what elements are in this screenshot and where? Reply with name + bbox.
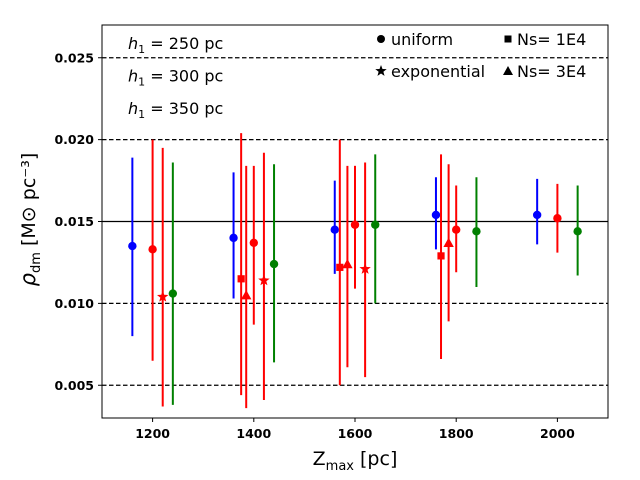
y-tick-label: 0.025 (54, 50, 94, 65)
legend-marker-triangle (503, 66, 513, 75)
data-point (336, 139, 344, 386)
point-marker-circle (371, 220, 380, 229)
data-point (229, 172, 238, 299)
data-point (472, 177, 481, 287)
legend-entry: Ns= 3E4 (503, 62, 586, 81)
data-point (431, 177, 441, 250)
y-axis-label: ρdm [M⊙ pc⁻³] (16, 153, 44, 287)
point-marker-circle (553, 214, 562, 223)
data-point (553, 183, 562, 253)
data-points (128, 133, 582, 409)
y-axis-label-main: ρ (16, 272, 40, 286)
legend-entry: exponential (375, 62, 485, 81)
point-marker-circle (472, 227, 481, 236)
group-label-subscript: 1 (138, 108, 145, 121)
group-label-symbol: h (128, 67, 138, 86)
point-marker-square (437, 252, 445, 260)
group-label-symbol: h (128, 34, 138, 53)
point-marker-square (237, 275, 245, 283)
data-point (452, 185, 461, 273)
x-tick-label: 1600 (338, 426, 373, 441)
x-axis-label-main: Z (313, 448, 326, 470)
data-point (237, 133, 245, 396)
data-point (532, 178, 542, 245)
point-marker-circle (532, 210, 542, 220)
x-axis-label-subscript: max (326, 459, 355, 474)
point-marker-circle (350, 220, 360, 229)
reference-lines (102, 57, 608, 386)
legend-label: Ns= 1E4 (517, 30, 586, 49)
data-point (168, 162, 178, 405)
data-point (371, 154, 380, 304)
legend-marker-circle (377, 35, 385, 43)
x-tick-label: 1800 (439, 426, 474, 441)
point-marker-circle (229, 233, 238, 243)
data-point (157, 147, 169, 407)
legend-entry: uniform (377, 30, 453, 49)
data-point (249, 165, 258, 325)
data-point (258, 152, 270, 400)
point-marker-star (359, 262, 371, 274)
point-marker-star (258, 274, 270, 286)
data-point (350, 165, 360, 289)
marker-legend: uniform Ns= 1E4 exponential Ns= 3E4 (375, 30, 586, 81)
data-point (443, 164, 454, 322)
point-marker-circle (249, 238, 258, 247)
data-point (359, 162, 371, 378)
y-axis-label-subscript: dm (29, 252, 44, 273)
point-marker-triangle (443, 237, 454, 247)
x-axis-label-unit: [pc] (354, 448, 397, 470)
group-label-symbol: h (128, 99, 138, 118)
point-marker-circle (431, 210, 441, 220)
x-tick-label: 2000 (540, 426, 575, 441)
legend-marker-square (504, 35, 512, 43)
data-point (241, 165, 252, 409)
point-marker-star (157, 290, 169, 302)
x-tick-label: 1400 (236, 426, 271, 441)
group-label-subscript: 1 (138, 76, 145, 89)
y-axis-label-unit: [M⊙ pc⁻³] (18, 153, 40, 252)
point-marker-circle (573, 227, 582, 236)
group-label: h1 = 350 pc (128, 99, 223, 121)
axis-ticks: 1200 1400 1600 1800 2000 0.005 0.010 0.015 0.020… (54, 50, 575, 441)
point-marker-circle (330, 225, 339, 234)
group-label-subscript: 1 (138, 43, 145, 56)
point-marker-triangle (241, 289, 252, 300)
point-marker-circle (269, 259, 279, 269)
data-point (330, 180, 339, 274)
point-marker-triangle (342, 258, 353, 269)
y-tick-label: 0.015 (54, 214, 94, 229)
legend-label: uniform (391, 30, 453, 49)
y-tick-label: 0.020 (54, 132, 94, 147)
point-marker-circle (452, 225, 461, 234)
data-point (437, 154, 445, 360)
legend-label: exponential (391, 62, 485, 81)
data-point (128, 157, 137, 337)
legend-label: Ns= 3E4 (517, 62, 586, 81)
point-marker-circle (148, 245, 157, 254)
point-marker-circle (128, 241, 137, 251)
group-label-value: = 350 pc (145, 99, 223, 118)
group-label-value: = 300 pc (145, 67, 223, 86)
group-label: h1 = 250 pc (128, 34, 223, 56)
point-marker-circle (168, 289, 178, 298)
data-point (342, 165, 353, 368)
y-tick-label: 0.010 (54, 296, 94, 311)
legend-entry: Ns= 1E4 (504, 30, 586, 49)
group-label: h1 = 300 pc (128, 67, 223, 89)
x-axis-label: Zmax [pc] (313, 448, 398, 474)
data-point (573, 185, 582, 276)
group-label-value: = 250 pc (145, 34, 223, 53)
x-tick-label: 1200 (135, 426, 170, 441)
point-marker-square (336, 263, 344, 271)
legend-marker-star (375, 65, 387, 76)
data-point (269, 164, 279, 363)
y-tick-label: 0.005 (54, 378, 94, 393)
data-point (148, 139, 157, 361)
